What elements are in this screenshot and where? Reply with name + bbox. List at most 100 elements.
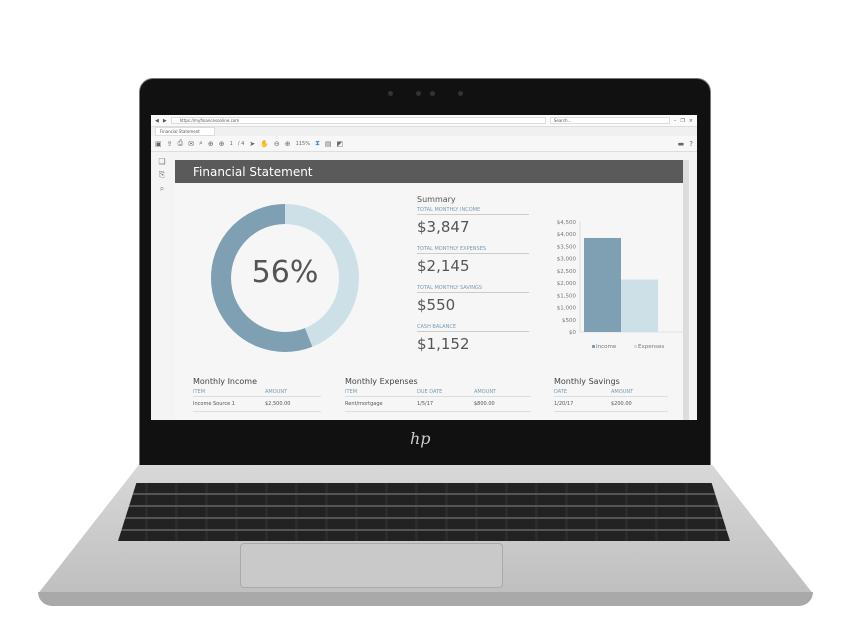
cell: 1/20/17: [554, 401, 574, 407]
page-number-field[interactable]: 1: [229, 140, 233, 147]
cell: $2,500.00: [265, 401, 291, 407]
y-tick-label: $1,000: [557, 306, 577, 312]
y-tick-label: $4,500: [557, 220, 577, 226]
pdf-toolbar: ▣ ⇪ ⎙ ✉ ⌕ ⊕ ⊕ 1 / 4 ➤ ✋ ⊖ ⊕ 115% ⧗ ▤ ◩ ▬?: [151, 136, 697, 152]
upload-icon[interactable]: ⇪: [166, 139, 173, 148]
fit-icon[interactable]: ⧗: [314, 139, 320, 147]
table-title: Monthly Savings: [554, 377, 620, 386]
next-page-icon[interactable]: ⊕: [218, 139, 225, 148]
page-title: Financial Statement: [175, 160, 683, 183]
legend-swatch: [592, 345, 595, 348]
legend-label: Income: [596, 344, 617, 350]
pages-icon[interactable]: ❏: [158, 157, 166, 166]
url-field[interactable]: https://myfinancesonline.com: [170, 117, 546, 124]
y-tick-label: $1,500: [557, 293, 577, 299]
column-header: AMOUNT: [611, 389, 634, 395]
y-tick-label: $3,500: [557, 244, 577, 250]
mail-icon[interactable]: ✉: [188, 139, 194, 148]
keyboard: [118, 483, 730, 541]
donut-savings-arc: [211, 204, 359, 352]
legend-swatch: [634, 345, 637, 348]
hp-logo: hp: [410, 429, 431, 448]
print-icon[interactable]: ⎙: [177, 139, 184, 147]
camera-icon: [458, 91, 463, 96]
zoom-select[interactable]: 115%: [295, 140, 310, 147]
cell: Income Source 1: [193, 401, 235, 407]
search-icon[interactable]: ⌕: [159, 184, 165, 193]
page-icon[interactable]: ▤: [324, 139, 332, 148]
y-tick-label: $2,000: [557, 281, 577, 287]
search-field[interactable]: Search...: [549, 117, 670, 124]
help-icon[interactable]: ?: [689, 139, 693, 148]
monthly-expenses-table: Monthly Expenses ITEM DUE DATE AMOUNT Rent…: [345, 377, 531, 412]
search-icon[interactable]: ⌕: [198, 139, 203, 147]
y-tick-label: $500: [562, 318, 576, 324]
monthly-savings-table: Monthly Savings DATE AMOUNT 1/20/17 $200.0…: [554, 377, 668, 412]
select-icon[interactable]: ➤: [249, 139, 256, 148]
fullscreen-icon[interactable]: ◩: [336, 139, 344, 148]
y-tick-label: $2,500: [557, 269, 577, 275]
bar-income: [584, 237, 621, 332]
summary: Summary TOTAL MONTHLY INCOME $3,847 TOTAL…: [417, 195, 529, 363]
pdf-page: Financial Statement 56% Summary TOTAL MO…: [175, 160, 683, 420]
cell: 1/5/17: [417, 401, 434, 407]
cell: $200.00: [611, 401, 632, 407]
close-icon[interactable]: ×: [688, 117, 693, 124]
table-row: Rent/mortgage 1/5/17 $800.00: [345, 397, 531, 412]
zoom-out-icon[interactable]: ⊖: [273, 139, 280, 148]
restore-icon[interactable]: ❐: [680, 117, 685, 124]
summary-label: TOTAL MONTHLY SAVINGS: [417, 285, 529, 293]
donut-percent: 56%: [251, 255, 319, 290]
summary-value: $1,152: [417, 335, 470, 353]
table-row: Income Source 1 $2,500.00: [193, 397, 321, 412]
legend-label: Expenses: [638, 344, 664, 350]
zoom-in-icon[interactable]: ⊕: [284, 139, 291, 148]
summary-item: TOTAL MONTHLY EXPENSES $2,145: [417, 246, 529, 275]
summary-heading: Summary: [417, 195, 456, 204]
prev-page-icon[interactable]: ⊕: [207, 139, 214, 148]
hand-icon[interactable]: ✋: [260, 139, 269, 148]
forward-icon[interactable]: ▶: [162, 117, 167, 124]
back-icon[interactable]: ◀: [155, 117, 159, 124]
y-tick-label: $3,000: [557, 257, 577, 263]
column-header: AMOUNT: [474, 389, 497, 395]
address-bar-row: ◀ ▶ https://myfinancesonline.com Search..…: [151, 115, 697, 127]
tab-bar: Financial Statement: [151, 127, 697, 136]
bar-expenses: [621, 279, 658, 332]
comment-icon[interactable]: ▬: [677, 139, 685, 148]
income-expenses-chart: $0 $500 $1,000 $1,500 $2,000 $2,500 $3,000 $3,5…: [557, 220, 683, 350]
summary-label: CASH BALANCE: [417, 324, 529, 332]
camera-icon: [388, 91, 393, 96]
summary-value: $550: [417, 296, 456, 314]
page-total: / 4: [237, 140, 245, 147]
save-icon[interactable]: ▣: [155, 139, 162, 148]
camera-icon: [430, 91, 435, 96]
column-header: DATE: [554, 389, 568, 395]
table-title: Monthly Income: [193, 377, 258, 386]
summary-label: TOTAL MONTHLY EXPENSES: [417, 246, 529, 254]
laptop-base-edge: [38, 592, 813, 606]
y-tick-label: $0: [569, 330, 576, 336]
cell: $800.00: [474, 401, 495, 407]
summary-value: $3,847: [417, 218, 470, 236]
tab-financial-statement[interactable]: Financial Statement: [155, 127, 215, 136]
summary-item: TOTAL MONTHLY SAVINGS $550: [417, 285, 529, 314]
summary-value: $2,145: [417, 257, 470, 275]
camera-icon: [416, 91, 421, 96]
minimize-icon[interactable]: –: [673, 117, 677, 124]
column-header: DUE DATE: [417, 389, 443, 395]
table-title: Monthly Expenses: [345, 377, 418, 386]
table-row: 1/20/17 $200.00: [554, 397, 668, 412]
savings-donut: [211, 204, 359, 352]
column-header: ITEM: [193, 389, 206, 395]
scrollbar[interactable]: [683, 160, 689, 420]
attachment-icon[interactable]: ⎘: [158, 170, 166, 179]
summary-item: TOTAL MONTHLY INCOME $3,847: [417, 207, 529, 236]
screen: ◀ ▶ https://myfinancesonline.com Search..…: [151, 115, 697, 420]
y-tick-label: $4,000: [557, 232, 577, 238]
side-panel: ❏ ⎘ ⌕: [151, 153, 173, 420]
touchpad: [240, 543, 503, 588]
summary-item: CASH BALANCE $1,152: [417, 324, 529, 353]
monthly-income-table: Monthly Income ITEM AMOUNT Income Source …: [193, 377, 321, 412]
column-header: ITEM: [345, 389, 358, 395]
